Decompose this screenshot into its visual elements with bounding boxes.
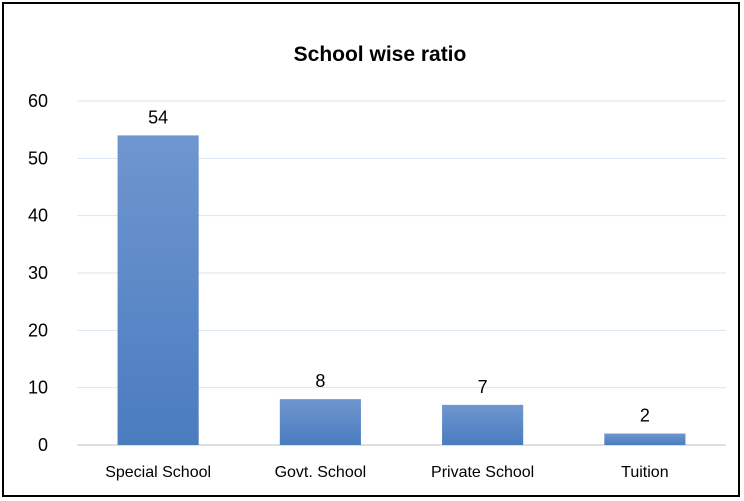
data-labels: 54 8 7 2 xyxy=(148,107,650,425)
bar xyxy=(442,404,524,445)
y-tick-label: 0 xyxy=(38,435,48,455)
data-label: 2 xyxy=(640,406,650,426)
y-tick-label: 40 xyxy=(28,206,48,226)
y-tick-label: 50 xyxy=(28,148,48,168)
y-tick-label: 60 xyxy=(28,91,48,111)
category-label: Govt. School xyxy=(275,464,367,481)
data-label: 8 xyxy=(315,371,325,391)
y-tick-label: 20 xyxy=(28,320,48,340)
chart-title: School wise ratio xyxy=(294,43,467,66)
category-label: Special School xyxy=(105,464,211,481)
bar xyxy=(604,433,686,445)
y-axis-ticks: 0 10 20 30 40 50 60 xyxy=(28,91,48,455)
data-label: 54 xyxy=(148,107,168,127)
y-tick-label: 30 xyxy=(28,263,48,283)
bars xyxy=(117,135,686,445)
y-tick-label: 10 xyxy=(28,378,48,398)
data-label: 7 xyxy=(478,377,488,397)
category-label: Private School xyxy=(431,464,534,481)
bar xyxy=(279,399,361,445)
x-axis-categories: Special School Govt. School Private School… xyxy=(105,464,668,481)
category-label: Tuition xyxy=(621,464,668,481)
bar xyxy=(117,135,199,445)
